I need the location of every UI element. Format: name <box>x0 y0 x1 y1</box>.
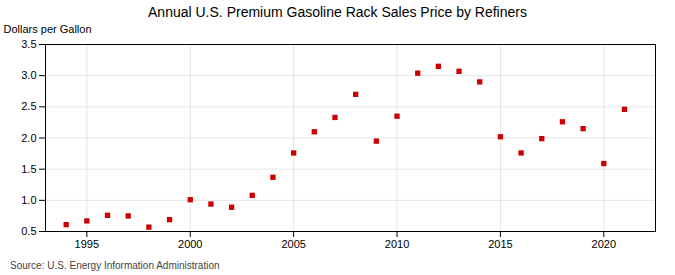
html-text:Source: U.S. Energy Informatio: Source: U.S. Energy Information Administ… <box>10 260 220 271</box>
svg-text:2000: 2000 <box>178 238 202 250</box>
svg-text:Dollars per Gallon: Dollars per Gallon <box>4 23 92 35</box>
svg-text:2015: 2015 <box>488 238 512 250</box>
svg-text:2005: 2005 <box>281 238 305 250</box>
svg-text:1.0: 1.0 <box>21 194 36 206</box>
html-text:Annual U.S. Premium Gasoline R: Annual U.S. Premium Gasoline Rack Sales … <box>148 4 527 20</box>
svg-text:1.5: 1.5 <box>21 163 36 175</box>
svg-text:3.5: 3.5 <box>21 38 36 50</box>
svg-text:2.5: 2.5 <box>21 100 36 112</box>
svg-text:2020: 2020 <box>592 238 616 250</box>
svg-text:0.5: 0.5 <box>21 225 36 237</box>
svg-text:2.0: 2.0 <box>21 132 36 144</box>
svg-text:3.0: 3.0 <box>21 69 36 81</box>
svg-text:1995: 1995 <box>75 238 99 250</box>
svg-text:2010: 2010 <box>385 238 409 250</box>
